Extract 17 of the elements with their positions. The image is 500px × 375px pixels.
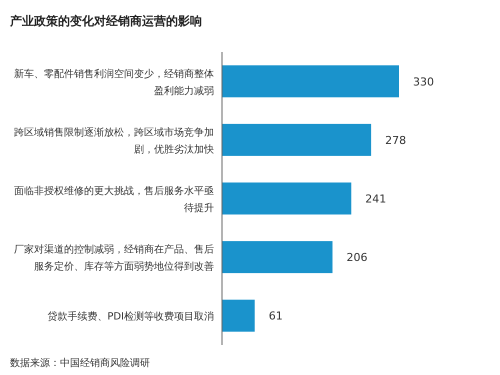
data-label: 206 — [346, 251, 368, 264]
bar — [222, 182, 352, 214]
bar — [222, 241, 332, 274]
y-tick-label: 面临非授权维修的更大挑战，售后服务水平亟待提升 — [14, 185, 214, 214]
y-tick-label: 贷款手续费、PDI检测等收费项目取消 — [47, 310, 214, 323]
bar — [222, 124, 372, 156]
text: 产业政策的变化对经销商运营的影响 — [9, 14, 202, 28]
y-tick-label: 厂家对渠道的控制减弱，经销商在产品、售后服务定价、库存等方面弱势地位得到改善 — [14, 244, 214, 273]
data-label: 330 — [413, 75, 434, 88]
data-label: 241 — [365, 192, 386, 206]
bar — [222, 65, 399, 98]
data-label: 278 — [385, 134, 406, 147]
y-tick-label: 新车、零配件销售利润空间变少，经销商整体盈利能力减弱 — [14, 68, 214, 97]
data-label: 61 — [268, 310, 283, 323]
y-tick-label: 跨区域销售限制逐渐放松，跨区域市场竞争加剧，优胜劣汰加快 — [14, 126, 214, 156]
source-note: 数据来源：中国经销商风险调研 — [10, 357, 150, 369]
bar — [222, 300, 255, 332]
